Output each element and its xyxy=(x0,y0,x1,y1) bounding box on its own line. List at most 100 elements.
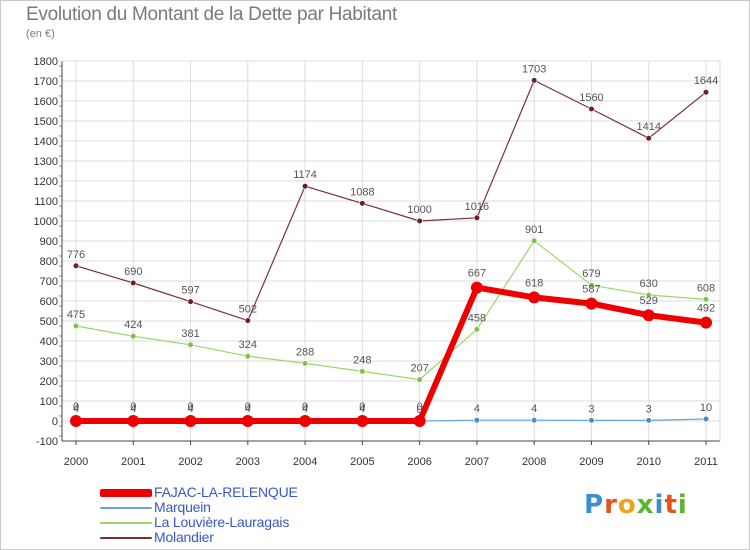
data-label: 587 xyxy=(582,284,600,296)
data-point xyxy=(588,105,595,113)
data-label: 4 xyxy=(245,403,251,415)
x-tick-label: 2003 xyxy=(236,456,260,468)
data-point xyxy=(299,415,312,427)
legend-label: Marquein xyxy=(154,499,211,515)
data-point xyxy=(130,333,137,340)
data-label: 424 xyxy=(124,319,142,331)
data-label: 608 xyxy=(697,282,715,294)
y-tick-label: 1500 xyxy=(34,116,58,128)
y-tick-label: 0 xyxy=(52,416,58,428)
data-point xyxy=(473,417,481,424)
y-tick-label: 700 xyxy=(40,276,58,288)
data-label: 0 xyxy=(359,401,365,413)
y-tick-label: 800 xyxy=(40,256,58,268)
data-label: 1703 xyxy=(522,63,546,75)
x-tick-label: 2001 xyxy=(121,456,145,468)
data-point xyxy=(470,281,483,294)
x-tick-label: 2006 xyxy=(407,456,431,468)
x-tick-label: 2000 xyxy=(64,456,88,468)
data-point xyxy=(473,214,481,221)
data-point xyxy=(416,217,423,225)
data-label: 248 xyxy=(353,354,371,366)
data-label: 4 xyxy=(130,403,136,415)
data-point xyxy=(72,322,80,330)
data-label: 901 xyxy=(525,224,543,236)
data-label: 0 xyxy=(130,401,136,413)
y-tick-label: 100 xyxy=(40,396,58,408)
chart-series xyxy=(70,77,712,427)
data-point xyxy=(241,415,254,427)
x-tick-label: 2008 xyxy=(522,456,546,468)
data-label: 776 xyxy=(67,249,85,261)
data-label: 4 xyxy=(531,403,537,415)
y-tick-label: 1000 xyxy=(34,216,58,228)
chart-title: Evolution du Montant de la Dette par Hab… xyxy=(26,4,397,25)
data-point xyxy=(531,237,538,244)
data-point xyxy=(702,296,710,303)
data-label: 1088 xyxy=(350,186,374,198)
data-label: 0 xyxy=(187,401,193,413)
data-label: 1016 xyxy=(465,201,489,213)
data-label: 502 xyxy=(239,304,257,316)
data-label: 690 xyxy=(124,266,142,278)
data-point xyxy=(70,415,82,427)
data-point xyxy=(531,77,538,84)
data-point xyxy=(184,415,197,427)
y-tick-label: 600 xyxy=(40,296,58,308)
proxiti-logo: Proxiti xyxy=(584,490,688,520)
legend-label: La Louvière-Lauragais xyxy=(154,514,290,530)
data-label: 458 xyxy=(468,312,486,324)
series-line xyxy=(75,79,707,322)
legend-label: Molandier xyxy=(154,529,214,545)
data-point xyxy=(72,262,80,269)
y-tick-label: 1300 xyxy=(34,156,58,168)
data-label: 4 xyxy=(302,403,308,415)
data-label: 324 xyxy=(239,339,257,351)
data-point xyxy=(645,291,652,299)
data-label: 288 xyxy=(296,346,314,358)
data-label: 475 xyxy=(67,309,85,321)
data-point xyxy=(187,341,194,348)
data-label: 618 xyxy=(525,277,543,289)
data-label: 679 xyxy=(582,268,600,280)
data-point xyxy=(301,183,309,190)
data-point xyxy=(244,353,251,360)
data-label: 667 xyxy=(468,268,486,280)
y-tick-label: 1800 xyxy=(34,56,58,68)
data-point xyxy=(244,317,251,324)
data-point xyxy=(645,135,652,142)
data-label: 597 xyxy=(181,285,199,297)
data-point xyxy=(585,297,598,310)
data-label: 0 xyxy=(302,401,308,413)
data-point xyxy=(130,279,137,287)
data-label: 1000 xyxy=(407,204,431,216)
data-point xyxy=(413,415,426,427)
data-label: 381 xyxy=(181,328,199,340)
data-label: 3 xyxy=(646,403,652,415)
y-tick-label: 1100 xyxy=(34,196,58,208)
data-point xyxy=(528,291,541,304)
data-point xyxy=(301,360,309,367)
legend-swatch xyxy=(100,537,152,539)
y-tick-label: 300 xyxy=(40,356,58,368)
data-point xyxy=(356,415,369,427)
data-point xyxy=(702,89,710,96)
data-label: 4 xyxy=(187,403,193,415)
chart-unit: (en €) xyxy=(26,28,55,40)
data-point xyxy=(359,200,366,207)
data-label: 207 xyxy=(410,363,428,375)
x-tick-label: 2011 xyxy=(694,456,718,468)
data-point xyxy=(531,417,538,424)
data-label: 492 xyxy=(697,303,715,315)
y-tick-label: 1600 xyxy=(34,96,58,108)
y-tick-label: 1700 xyxy=(34,76,58,88)
data-point xyxy=(359,368,366,375)
data-point xyxy=(645,417,652,424)
data-point xyxy=(588,417,595,424)
data-label: 10 xyxy=(700,402,712,414)
data-label: 529 xyxy=(640,295,658,307)
legend-swatch xyxy=(100,522,152,524)
data-label: 4 xyxy=(359,403,365,415)
legend-swatch xyxy=(100,489,152,497)
